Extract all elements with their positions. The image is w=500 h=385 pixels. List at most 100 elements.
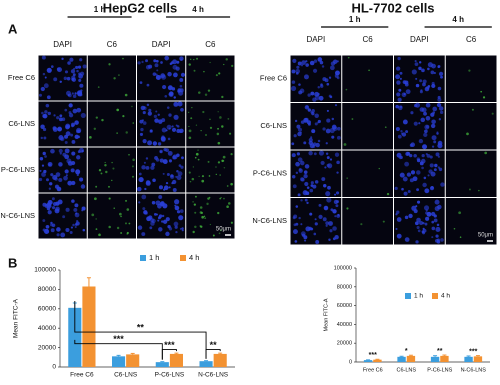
cell-dot [91, 213, 95, 217]
cell-dot [332, 126, 338, 132]
cell-dot [433, 168, 437, 172]
cell-dot [40, 124, 45, 130]
cell-dot [118, 74, 120, 76]
legend-label: 1 h [149, 253, 159, 262]
cell-dot [100, 172, 103, 175]
cell-dot [59, 114, 63, 118]
panel-label: A [8, 21, 18, 36]
cell-dot [162, 159, 168, 165]
cell-dot [419, 220, 424, 226]
cell-dot [299, 160, 305, 166]
cell-dot [188, 171, 191, 174]
cell-dot [79, 83, 84, 88]
time-label: 1 h [94, 5, 106, 14]
y-tick-label: 100000 [34, 267, 56, 274]
cell-dot [401, 187, 404, 191]
cell-dot [431, 226, 436, 231]
cell-dot [415, 77, 418, 80]
cell-dot [384, 126, 387, 129]
cell-dot [311, 129, 316, 134]
cell-dot [308, 150, 313, 156]
cell-dot [291, 80, 296, 84]
cell-dot [327, 185, 331, 190]
cell-dot [132, 175, 134, 178]
cell-dot [53, 77, 58, 82]
cell-dot [46, 67, 52, 73]
cell-dot [80, 184, 86, 189]
bar [169, 353, 183, 367]
cell-dot [437, 97, 442, 102]
cell-dot [176, 210, 181, 214]
cell-dot [215, 173, 217, 176]
cell-dot [418, 138, 424, 144]
cell-dot [67, 160, 73, 166]
cell-dot [323, 184, 327, 188]
cell-dot [309, 212, 313, 216]
cell-dot [440, 182, 445, 187]
cell-dot [310, 181, 314, 185]
cell-dot [405, 130, 409, 134]
cell-dot [137, 225, 143, 230]
cell-dot [71, 199, 75, 203]
cell-dot [116, 132, 118, 134]
cell-dot [55, 172, 61, 177]
cell-dot [225, 58, 228, 61]
cell-dot [219, 116, 222, 119]
cell-dot [152, 72, 157, 76]
cell-dot [423, 132, 428, 138]
cell-dot [42, 114, 47, 119]
cell-dot [296, 124, 301, 129]
cell-dot [95, 228, 98, 231]
cell-dot [128, 222, 131, 225]
cell-dot [179, 227, 182, 230]
micrograph [186, 147, 235, 193]
cell-dot [458, 211, 462, 215]
cell-dot [58, 135, 64, 141]
cell-dot [431, 135, 437, 141]
cell-dot [152, 178, 156, 183]
cell-dot [165, 231, 170, 237]
cell-dot [332, 226, 337, 231]
cell-dot [143, 161, 146, 164]
cell-dot [295, 222, 299, 226]
y-tick-label: 60000 [38, 306, 56, 313]
bar [440, 355, 449, 362]
cell-dot [82, 64, 87, 69]
cell-dot [431, 220, 435, 224]
cell-dot [480, 90, 483, 93]
cell-dot [334, 215, 337, 218]
cell-dot [303, 235, 308, 240]
cell-dot [179, 128, 184, 133]
cell-dot [125, 222, 127, 225]
cell-dot [326, 156, 330, 160]
cell-dot [172, 188, 177, 192]
cell-dot [437, 86, 442, 91]
cell-dot [63, 76, 67, 81]
sig-label: * [405, 348, 408, 355]
cell-dot [69, 57, 74, 62]
cell-dot [335, 191, 340, 195]
cell-dot [71, 122, 75, 127]
cell-dot [312, 97, 317, 102]
cell-dot [161, 127, 167, 133]
cell-dot [313, 232, 317, 236]
cell-dot [396, 217, 402, 222]
cell-dot [317, 86, 320, 89]
cell-dot [171, 127, 177, 132]
cell-dot [318, 203, 322, 207]
cell-dot [417, 229, 421, 233]
cell-dot [403, 93, 406, 96]
cell-dot [76, 127, 82, 133]
cell-dot [64, 148, 70, 154]
cell-dot [221, 125, 224, 128]
cell-dot [49, 182, 53, 186]
cell-dot [419, 161, 424, 166]
cell-dot [427, 174, 430, 177]
cell-dot [44, 155, 47, 158]
cell-dot [346, 207, 349, 210]
cell-dot [405, 151, 410, 156]
cell-dot [303, 74, 309, 80]
cell-dot [70, 226, 74, 229]
cell-dot [66, 90, 71, 96]
cell-dot [218, 72, 221, 75]
